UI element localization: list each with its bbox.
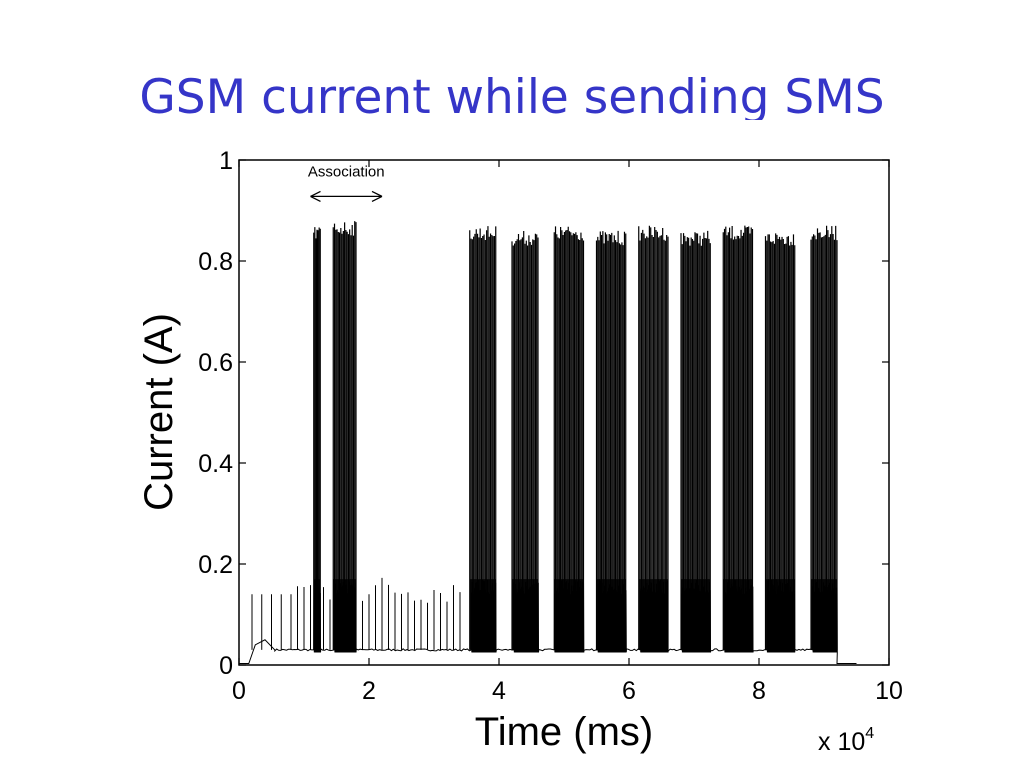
y-tick-label: 0.2	[198, 551, 233, 579]
x-multiplier-base: x 10	[818, 728, 865, 756]
burst-group	[332, 221, 357, 650]
burst-band	[596, 579, 626, 650]
burst-group	[680, 230, 711, 650]
burst-band	[638, 579, 668, 650]
association-annotation: Association	[308, 163, 385, 180]
burst-group	[810, 225, 838, 650]
burst-group	[764, 233, 796, 650]
y-tick-label: 0	[219, 652, 233, 680]
arrow-head-right	[371, 190, 383, 202]
x-multiplier: x 104	[818, 725, 874, 756]
x-axis-ticks: 0 2 4 6 8 10	[232, 160, 903, 705]
arrow-head-left	[310, 190, 321, 202]
x-tick-label: 2	[362, 677, 376, 705]
burst-band	[723, 579, 753, 650]
burst-band	[681, 579, 711, 650]
burst-group	[595, 230, 627, 650]
x-multiplier-exponent: 4	[865, 725, 874, 742]
x-axis-label: Time (ms)	[475, 710, 653, 754]
y-tick-label: 1	[219, 147, 233, 175]
association-arrow	[310, 190, 383, 202]
burst-band	[313, 579, 321, 650]
burst-band	[765, 579, 795, 650]
y-axis-label: Current (A)	[137, 313, 181, 511]
y-tick-label: 0.6	[198, 349, 233, 377]
y-tick-label: 0.8	[198, 248, 233, 276]
x-tick-label: 0	[232, 677, 246, 705]
y-tick-label: 0.4	[198, 450, 233, 478]
burst-band	[333, 579, 356, 650]
burst-group	[638, 225, 669, 650]
x-tick-label: 6	[622, 677, 636, 705]
burst-band	[512, 579, 538, 650]
x-tick-label: 4	[492, 677, 506, 705]
burst-group	[553, 226, 585, 650]
burst-band	[554, 579, 584, 650]
burst-group	[469, 226, 497, 650]
burst-group	[313, 227, 321, 650]
slide-title: GSM current while sending SMS	[139, 70, 885, 120]
burst-group	[722, 225, 754, 650]
burst-band	[811, 579, 837, 650]
data-series	[239, 221, 857, 664]
burst-band	[469, 579, 496, 650]
x-tick-label: 8	[752, 677, 766, 705]
x-tick-label: 10	[875, 677, 903, 705]
burst-group	[511, 231, 539, 650]
y-axis-ticks: 0 0.2 0.4 0.6 0.8 1	[198, 147, 889, 680]
